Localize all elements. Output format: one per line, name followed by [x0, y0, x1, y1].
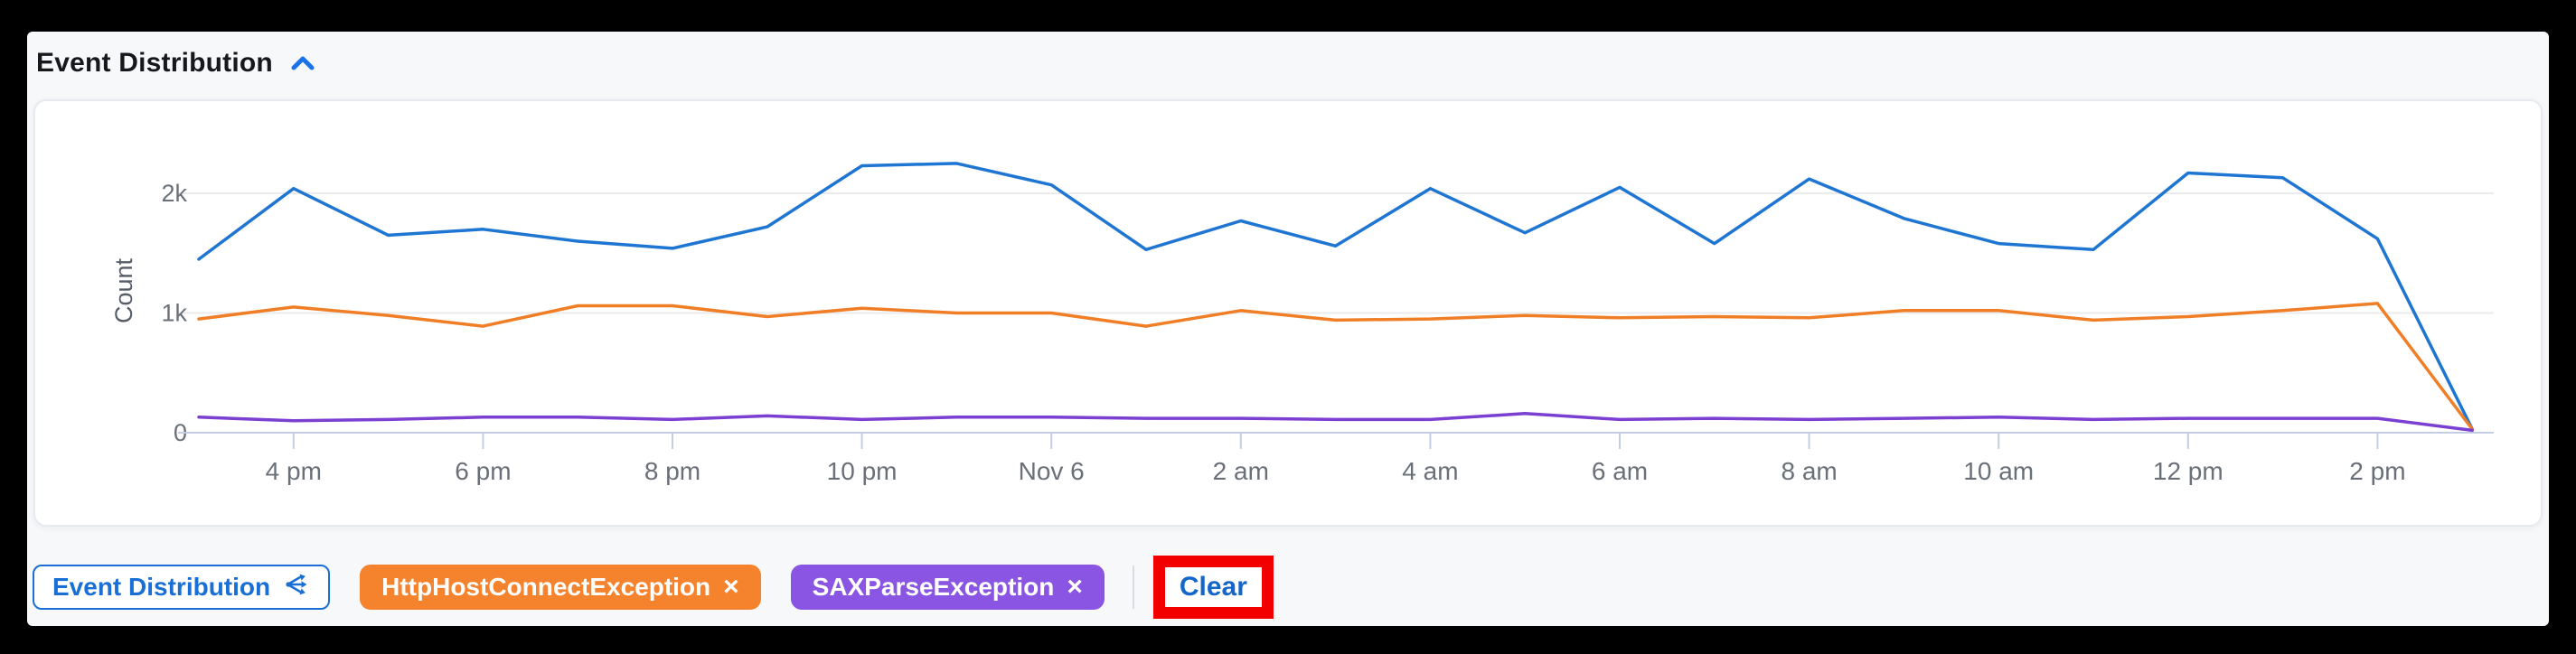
app-content: Event Distribution 0 1k 2k 4 pm 6 pm 8 pm 10 p… — [27, 32, 2549, 626]
svg-text:12 pm: 12 pm — [2153, 457, 2223, 485]
chart-button-label: Event Distribution — [52, 573, 271, 601]
svg-text:6 am: 6 am — [1592, 457, 1648, 485]
svg-text:4 pm: 4 pm — [266, 457, 322, 485]
panel-header: Event Distribution — [36, 33, 318, 93]
svg-text:2 pm: 2 pm — [2349, 457, 2405, 485]
filter-chip-saxparseexception[interactable]: SAXParseException × — [790, 565, 1105, 610]
svg-text:2k: 2k — [161, 180, 187, 207]
annotation-highlight-box: Clear — [1152, 556, 1274, 619]
remove-filter-icon[interactable]: × — [723, 572, 739, 602]
svg-text:Count: Count — [110, 257, 137, 323]
filter-chip-httphostconnectexception[interactable]: HttpHostConnectException × — [360, 565, 761, 610]
share-icon — [283, 571, 310, 604]
filter-chip-label: HttpHostConnectException — [381, 573, 711, 601]
svg-text:8 am: 8 am — [1781, 457, 1837, 485]
svg-text:1k: 1k — [161, 300, 187, 327]
svg-text:2 am: 2 am — [1213, 457, 1269, 485]
svg-text:Nov 6: Nov 6 — [1019, 457, 1085, 485]
svg-text:6 pm: 6 pm — [455, 457, 511, 485]
divider — [1132, 565, 1134, 609]
svg-text:10 pm: 10 pm — [827, 457, 898, 485]
svg-text:8 pm: 8 pm — [644, 457, 700, 485]
svg-text:10 am: 10 am — [1963, 457, 2034, 485]
clear-filters-button[interactable]: Clear — [1164, 567, 1262, 607]
filter-chip-label: SAXParseException — [812, 573, 1055, 601]
page-title: Event Distribution — [36, 48, 273, 78]
event-distribution-share-button[interactable]: Event Distribution — [33, 565, 331, 610]
chart-footer-controls: Event Distribution — [33, 556, 1274, 619]
chevron-up-icon[interactable] — [287, 51, 318, 75]
svg-text:4 am: 4 am — [1402, 457, 1458, 485]
remove-filter-icon[interactable]: × — [1067, 572, 1083, 602]
